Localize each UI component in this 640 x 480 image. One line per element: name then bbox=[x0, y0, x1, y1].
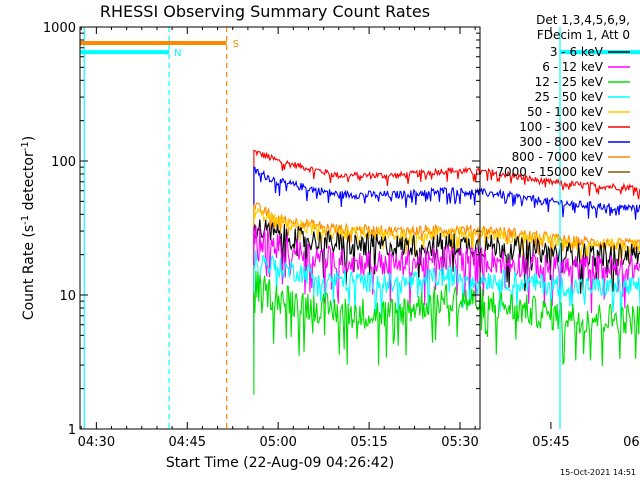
legend-entry-label: 300 - 800 keV bbox=[519, 135, 603, 149]
x-tick-label: 06:00 bbox=[623, 435, 640, 450]
footer-timestamp: 15-Oct-2021 14:51 bbox=[560, 468, 636, 477]
series-line bbox=[253, 149, 640, 262]
legend-entry-label: 50 - 100 keV bbox=[527, 105, 604, 119]
legend-header-detectors: Det 1,3,4,5,6,9, bbox=[536, 13, 630, 27]
legend-entry-label: 6 - 12 keV bbox=[542, 60, 604, 74]
series-line bbox=[253, 225, 640, 346]
x-tick-label: 05:00 bbox=[259, 435, 296, 450]
x-axis-label: Start Time (22-Aug-09 04:26:42) bbox=[166, 455, 394, 471]
saa-label: N bbox=[174, 48, 181, 59]
legend: Det 1,3,4,5,6,9, FDecim 1, Att 0 3 - 6 k… bbox=[496, 13, 630, 179]
plot-data-group bbox=[253, 149, 640, 395]
chart-title: RHESSI Observing Summary Count Rates bbox=[100, 2, 430, 21]
plot-frame bbox=[79, 26, 481, 430]
x-tick-label: 04:30 bbox=[78, 435, 115, 450]
x-tick-label: 04:45 bbox=[169, 435, 206, 450]
y-tick-label: 100 bbox=[51, 155, 76, 170]
legend-entry-label: 3 - 6 keV bbox=[550, 45, 604, 59]
legend-entry-label: 25 - 50 keV bbox=[535, 90, 604, 104]
y-tick-label: 1000 bbox=[43, 21, 76, 36]
x-tick-label: 05:30 bbox=[441, 435, 478, 450]
legend-header-decimation: FDecim 1, Att 0 bbox=[537, 28, 630, 42]
legend-entry-label: 100 - 300 keV bbox=[519, 120, 603, 134]
y-tick-label: 10 bbox=[59, 289, 76, 304]
axis-ticks: 04:30 04:45 05:00 05:15 05:30 05:45 06:00 1 10 10… bbox=[43, 21, 640, 450]
series-line bbox=[253, 166, 640, 281]
flare-label: S bbox=[233, 39, 239, 50]
saa-flare-markers: NS bbox=[80, 27, 640, 429]
x-tick-label: 05:15 bbox=[350, 435, 387, 450]
series-line bbox=[253, 249, 640, 369]
series-line bbox=[253, 270, 640, 395]
legend-entry-label: 7000 - 15000 keV bbox=[496, 165, 603, 179]
legend-entry-label: 800 - 7000 keV bbox=[512, 150, 604, 164]
y-tick-label: 1 bbox=[68, 423, 76, 438]
y-axis-label: Count Rate (s-1 detector-1) bbox=[20, 136, 37, 320]
legend-entry-label: 12 - 25 keV bbox=[535, 75, 604, 89]
x-tick-label: 05:45 bbox=[532, 435, 569, 450]
